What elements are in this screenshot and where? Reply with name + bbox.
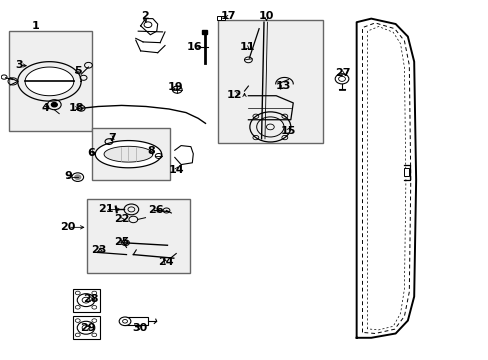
Text: 1: 1 bbox=[32, 21, 40, 31]
Text: 21: 21 bbox=[98, 204, 113, 215]
Text: 17: 17 bbox=[221, 11, 236, 21]
Text: 6: 6 bbox=[87, 148, 95, 158]
Circle shape bbox=[119, 317, 131, 325]
Text: 2: 2 bbox=[141, 11, 148, 21]
Text: 29: 29 bbox=[80, 323, 95, 333]
Bar bbox=[9, 31, 92, 131]
Text: 30: 30 bbox=[132, 323, 147, 333]
Text: 28: 28 bbox=[83, 294, 99, 304]
Text: 19: 19 bbox=[167, 82, 183, 92]
Text: 22: 22 bbox=[114, 215, 129, 224]
Bar bbox=[73, 316, 100, 339]
Polygon shape bbox=[356, 19, 415, 338]
Text: 7: 7 bbox=[108, 133, 116, 143]
Bar bbox=[125, 318, 148, 325]
Bar bbox=[73, 289, 100, 312]
Text: 13: 13 bbox=[275, 81, 290, 91]
Circle shape bbox=[75, 175, 81, 179]
Text: 25: 25 bbox=[114, 237, 129, 247]
Text: 14: 14 bbox=[168, 165, 183, 175]
Text: 8: 8 bbox=[147, 145, 154, 156]
Bar bbox=[404, 168, 408, 176]
Text: 10: 10 bbox=[258, 11, 274, 21]
Text: 18: 18 bbox=[68, 103, 84, 113]
Bar bbox=[92, 128, 170, 180]
Text: 20: 20 bbox=[60, 222, 76, 232]
Circle shape bbox=[77, 294, 95, 307]
Text: 15: 15 bbox=[280, 126, 295, 135]
Bar bbox=[216, 16, 220, 20]
Bar bbox=[217, 21, 322, 143]
Polygon shape bbox=[25, 67, 74, 96]
Text: 23: 23 bbox=[91, 245, 107, 255]
Polygon shape bbox=[95, 140, 161, 168]
Bar bbox=[87, 199, 189, 273]
Text: 11: 11 bbox=[239, 42, 254, 52]
Text: 24: 24 bbox=[157, 257, 173, 267]
Text: 5: 5 bbox=[74, 66, 81, 76]
Circle shape bbox=[77, 321, 95, 334]
Text: 4: 4 bbox=[41, 103, 49, 113]
Text: 27: 27 bbox=[335, 68, 350, 78]
Text: 12: 12 bbox=[226, 90, 242, 100]
Text: 3: 3 bbox=[16, 60, 23, 70]
Polygon shape bbox=[104, 146, 153, 162]
Circle shape bbox=[51, 103, 57, 107]
Text: 9: 9 bbox=[64, 171, 72, 181]
Text: 16: 16 bbox=[186, 42, 202, 51]
Text: 26: 26 bbox=[148, 206, 163, 216]
Bar bbox=[221, 16, 224, 20]
Bar bbox=[201, 30, 207, 34]
